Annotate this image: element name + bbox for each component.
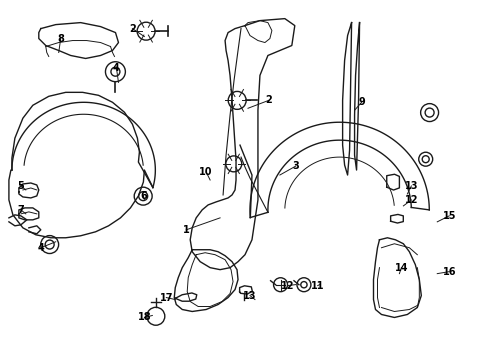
- Text: 14: 14: [394, 263, 407, 273]
- Text: 17: 17: [159, 293, 173, 302]
- Text: 8: 8: [57, 33, 64, 44]
- Text: 13: 13: [243, 291, 256, 301]
- Text: 12: 12: [281, 280, 294, 291]
- Text: 16: 16: [442, 267, 455, 276]
- Text: 2: 2: [129, 24, 136, 33]
- Text: 7: 7: [18, 205, 24, 215]
- Text: 12: 12: [404, 195, 417, 205]
- Text: 5: 5: [18, 181, 24, 191]
- Text: 18: 18: [137, 312, 151, 323]
- Text: 6: 6: [140, 191, 146, 201]
- Text: 9: 9: [357, 97, 364, 107]
- Text: 4: 4: [113, 63, 120, 73]
- Text: 2: 2: [265, 95, 272, 105]
- Text: 1: 1: [183, 225, 189, 235]
- Text: 4: 4: [38, 243, 44, 253]
- Text: 3: 3: [292, 161, 299, 171]
- Text: 10: 10: [199, 167, 212, 177]
- Text: 15: 15: [442, 211, 455, 221]
- Text: 13: 13: [404, 181, 417, 191]
- Text: 11: 11: [310, 280, 324, 291]
